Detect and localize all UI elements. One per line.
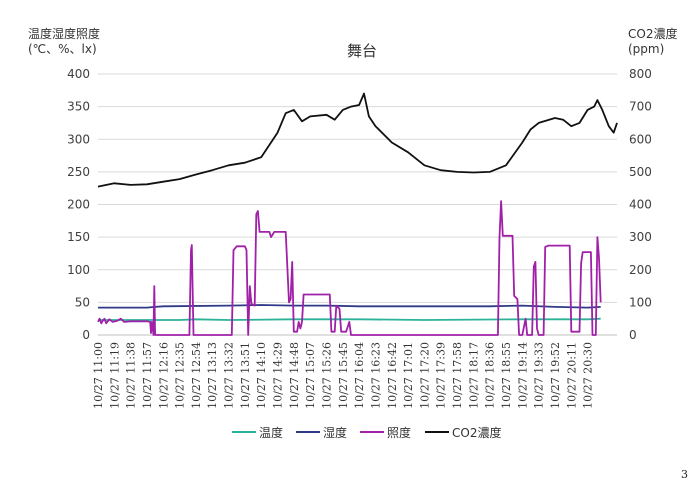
- x-tick-label: 10/27 14:48: [288, 342, 301, 409]
- x-tick-label: 10/27 18:36: [484, 342, 497, 409]
- x-tick-label: 10/27 19:52: [549, 342, 562, 409]
- page-number: 3: [681, 468, 688, 481]
- chart-title: 舞台: [347, 42, 377, 60]
- x-tick-label: 10/27 16:42: [386, 342, 399, 409]
- left-y-tick-label: 350: [67, 100, 90, 114]
- legend-label: 照度: [387, 425, 411, 440]
- series-line-2: [97, 200, 602, 336]
- left-y-tick-label: 0: [82, 328, 90, 342]
- x-tick-label: 10/27 13:13: [206, 342, 219, 409]
- left-y-tick-label: 250: [67, 165, 90, 179]
- gridlines: [98, 73, 617, 336]
- x-tick-label: 10/27 16:23: [369, 342, 382, 409]
- left-y-tick-label: 50: [75, 295, 90, 309]
- right-y-tick-label: 500: [629, 165, 652, 179]
- x-tick-label: 10/27 20:30: [582, 342, 595, 409]
- right-y-axis: 0 100 200 300 400 500 600 700 800: [629, 67, 652, 342]
- x-tick-label: 10/27 13:51: [239, 342, 252, 409]
- x-tick-label: 10/27 17:20: [418, 342, 431, 409]
- x-tick-label: 10/27 11:00: [92, 342, 105, 409]
- left-y-tick-label: 150: [67, 230, 90, 244]
- left-y-tick-label: 300: [67, 132, 90, 146]
- legend-label: 湿度: [323, 425, 347, 440]
- right-y-tick-label: 100: [629, 295, 652, 309]
- left-y-tick-label: 200: [67, 198, 90, 212]
- x-tick-label: 10/27 17:01: [402, 342, 415, 409]
- x-tick-label: 10/27 15:07: [304, 342, 317, 409]
- right-axis-title-line1: CO2濃度: [628, 26, 677, 41]
- left-axis-title-line2: (℃、%、lx): [28, 42, 97, 56]
- x-tick-label: 10/27 12:35: [174, 342, 187, 409]
- x-tick-label: 10/27 13:32: [223, 342, 236, 409]
- right-y-tick-label: 600: [629, 132, 652, 146]
- x-tick-label: 10/27 15:26: [320, 342, 333, 409]
- legend: 温度 湿度 照度 CO2濃度: [232, 425, 501, 440]
- x-tick-label: 10/27 11:19: [108, 342, 121, 409]
- right-y-tick-label: 300: [629, 230, 652, 244]
- x-tick-label: 10/27 16:04: [353, 342, 366, 409]
- x-tick-label: 10/27 14:10: [255, 342, 268, 409]
- series-line-1: [98, 304, 601, 309]
- x-tick-label: 10/27 17:58: [451, 342, 464, 409]
- right-y-tick-label: 200: [629, 263, 652, 277]
- x-tick-label: 10/27 12:54: [190, 342, 203, 409]
- right-y-tick-label: 700: [629, 100, 652, 114]
- right-axis-title-line2: (ppm): [628, 42, 664, 56]
- x-tick-label: 10/27 17:39: [435, 342, 448, 409]
- right-y-tick-label: 400: [629, 198, 652, 212]
- x-tick-label: 10/27 11:57: [141, 342, 154, 409]
- left-y-axis: 0 50 100 150 200 250 300 350 400: [67, 67, 90, 342]
- x-tick-label: 10/27 15:45: [337, 342, 350, 409]
- x-tick-label: 10/27 14:29: [272, 342, 285, 409]
- x-tick-label: 10/27 19:14: [516, 342, 529, 409]
- left-y-tick-label: 400: [67, 67, 90, 81]
- legend-label: CO2濃度: [452, 425, 501, 440]
- series-line-3: [97, 92, 618, 188]
- series-layer: [97, 92, 618, 336]
- series-line-0: [98, 317, 601, 321]
- x-tick-label: 10/27 20:11: [565, 342, 578, 409]
- x-tick-label: 10/27 18:55: [500, 342, 513, 409]
- left-y-tick-label: 100: [67, 263, 90, 277]
- legend-label: 温度: [259, 425, 283, 440]
- x-axis: 10/27 11:00 10/27 11:19 10/27 11:38 10/27 1…: [92, 342, 595, 409]
- right-y-tick-label: 0: [629, 328, 637, 342]
- x-tick-label: 10/27 19:33: [533, 342, 546, 409]
- x-tick-label: 10/27 18:17: [467, 342, 480, 409]
- x-tick-label: 10/27 12:16: [157, 342, 170, 409]
- left-axis-title-line1: 温度湿度照度: [28, 26, 100, 41]
- right-y-tick-label: 800: [629, 67, 652, 81]
- x-tick-label: 10/27 11:38: [125, 342, 138, 409]
